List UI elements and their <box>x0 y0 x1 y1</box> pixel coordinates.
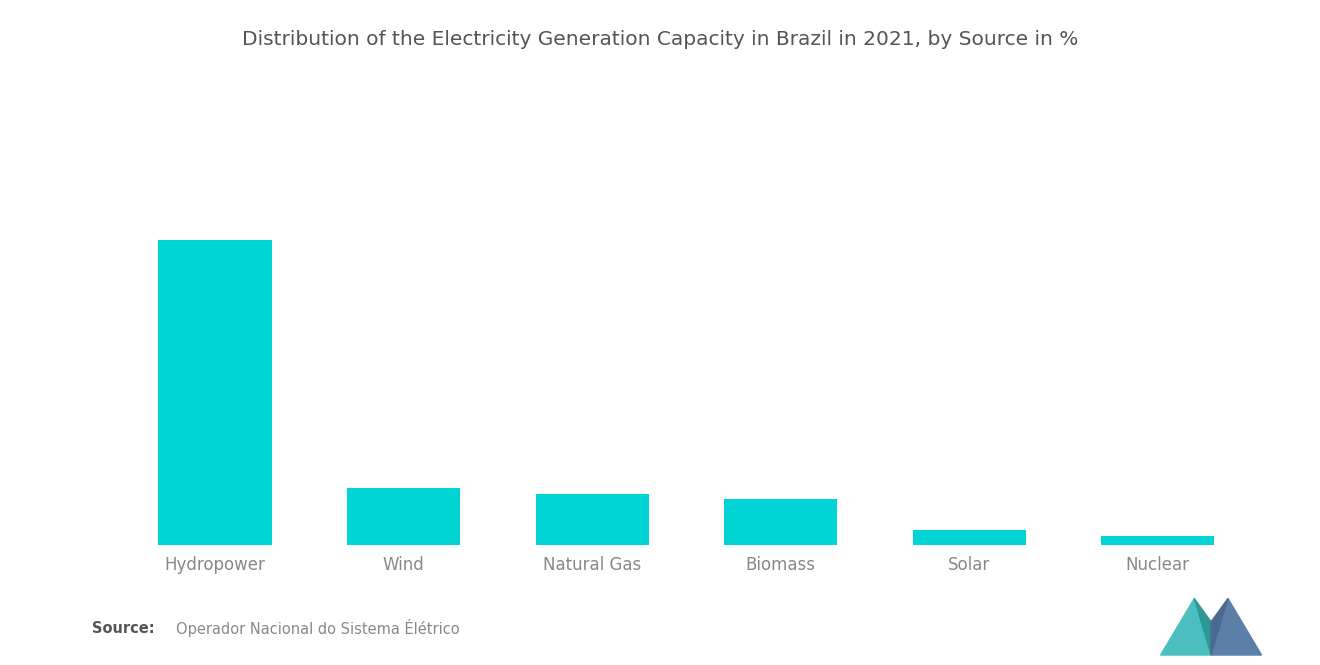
Bar <box>347 488 461 545</box>
Text: Operador Nacional do Sistema Élétrico: Operador Nacional do Sistema Élétrico <box>176 619 459 638</box>
Bar <box>536 493 648 545</box>
Bar <box>912 530 1026 545</box>
Polygon shape <box>1160 598 1212 655</box>
Polygon shape <box>1212 598 1262 655</box>
Polygon shape <box>1195 598 1212 655</box>
Polygon shape <box>1212 598 1228 655</box>
Text: Distribution of the Electricity Generation Capacity in Brazil in 2021, by Source: Distribution of the Electricity Generati… <box>242 30 1078 49</box>
Bar <box>1101 536 1214 545</box>
Bar <box>725 499 837 545</box>
Bar <box>158 240 272 545</box>
Text: Source:: Source: <box>92 621 154 636</box>
